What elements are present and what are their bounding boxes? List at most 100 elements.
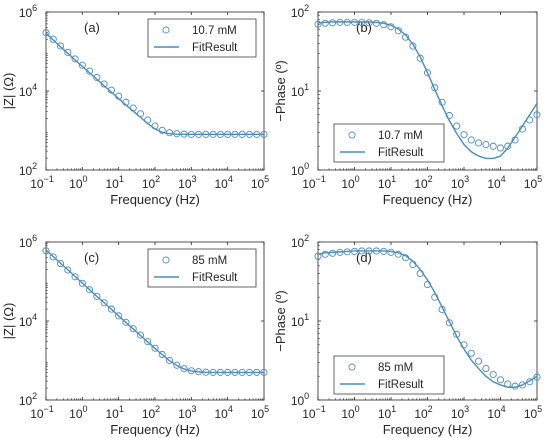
data-point <box>453 122 461 130</box>
x-tick-label: 102 <box>142 174 160 191</box>
data-point <box>122 318 130 326</box>
data-point <box>350 247 359 255</box>
x-tick-base: 10 <box>69 177 83 191</box>
data-point <box>387 248 395 256</box>
data-point <box>402 254 410 262</box>
data-point <box>93 292 101 300</box>
legend: 10.7 mM FitResult <box>333 123 445 163</box>
x-tick-base: 10 <box>69 407 83 421</box>
data-point <box>460 341 468 349</box>
data-point <box>489 142 497 150</box>
x-tick-label: 104 <box>214 174 232 191</box>
y-tick-exponent: 4 <box>32 82 37 92</box>
data-point <box>467 349 475 357</box>
data-point <box>533 373 541 381</box>
data-point <box>372 247 380 255</box>
x-axis-label: Frequency (Hz) <box>110 192 200 207</box>
panel-c: 10−1 100 101 102 103 104 105102104106Frequency… <box>1 233 269 437</box>
data-point <box>107 86 115 94</box>
data-point <box>380 247 388 255</box>
data-point <box>115 312 123 320</box>
data-point <box>115 92 123 100</box>
data-point <box>129 325 137 333</box>
y-tick-base: 10 <box>291 315 305 329</box>
y-tick-exponent: 2 <box>304 3 309 13</box>
legend-entry-data: 10.7 mM <box>192 25 237 37</box>
x-tick-label: 105 <box>251 174 269 191</box>
x-tick-label: 101 <box>105 404 123 421</box>
y-tick-exponent: 6 <box>32 3 37 13</box>
data-point <box>329 19 337 27</box>
x-tick-exponent: 4 <box>228 404 233 414</box>
data-point <box>180 130 188 138</box>
legend-entry-fit: FitResult <box>192 42 238 54</box>
x-tick-base: 10 <box>414 177 428 191</box>
x-tick-base: 10 <box>341 177 355 191</box>
y-tick-base: 10 <box>19 394 33 408</box>
data-point <box>387 23 395 31</box>
panel-a: 10−1 100 101 102 103 104 105102104106Frequency… <box>1 3 269 207</box>
x-tick-base: 10 <box>378 407 392 421</box>
y-tick-base: 10 <box>291 85 305 99</box>
data-point <box>209 368 217 376</box>
x-tick-label: 105 <box>524 404 542 421</box>
data-point <box>453 330 461 338</box>
data-point <box>100 80 108 88</box>
x-tick-base: 10 <box>451 177 465 191</box>
x-tick-base: 10 <box>214 177 228 191</box>
data-point <box>216 130 224 138</box>
x-tick-exponent: 4 <box>501 404 506 414</box>
x-tick-exponent: −1 <box>44 174 54 184</box>
data-point <box>496 376 505 384</box>
data-point <box>358 247 366 255</box>
data-point <box>151 122 159 130</box>
x-tick-exponent: 3 <box>192 174 197 184</box>
legend-box <box>333 123 445 163</box>
data-point <box>504 380 512 388</box>
data-point <box>253 130 261 138</box>
data-point <box>107 305 115 313</box>
data-point <box>245 130 254 138</box>
x-tick-label: 102 <box>414 174 432 191</box>
y-tick-base: 10 <box>291 6 305 20</box>
y-tick-base: 10 <box>19 315 33 329</box>
y-tick-base: 10 <box>19 85 33 99</box>
y-tick-label: 102 <box>291 233 309 250</box>
data-point <box>238 368 246 376</box>
legend-entry-data: 85 mM <box>378 362 413 374</box>
data-point <box>467 136 475 144</box>
data-point <box>475 357 483 365</box>
x-tick-exponent: 5 <box>264 174 269 184</box>
y-tick-exponent: 4 <box>32 312 37 322</box>
x-tick-base: 10 <box>487 177 501 191</box>
x-tick-exponent: 3 <box>192 404 197 414</box>
data-point <box>416 269 424 277</box>
data-point <box>431 84 439 92</box>
x-tick-label: 104 <box>214 404 232 421</box>
data-point <box>209 130 217 138</box>
x-tick-label: 10−1 <box>302 174 326 191</box>
x-tick-base: 10 <box>214 407 228 421</box>
data-point <box>86 67 94 75</box>
legend: 85 mM FitResult <box>147 248 257 288</box>
data-point <box>460 131 468 139</box>
data-point <box>224 368 232 376</box>
x-tick-label: 100 <box>69 404 87 421</box>
data-point <box>533 111 541 119</box>
y-tick-label: 100 <box>291 391 309 408</box>
x-tick-label: 10−1 <box>302 404 326 421</box>
fit-line <box>317 250 538 388</box>
legend-entry-fit: FitResult <box>378 147 424 159</box>
x-tick-base: 10 <box>302 407 316 421</box>
panel-label: (b) <box>356 20 372 35</box>
y-tick-label: 102 <box>19 391 37 408</box>
x-tick-base: 10 <box>251 407 265 421</box>
data-point <box>372 19 380 27</box>
data-point <box>56 42 65 50</box>
data-point <box>144 338 152 346</box>
x-tick-label: 101 <box>378 404 396 421</box>
x-tick-exponent: 2 <box>155 404 160 414</box>
x-tick-exponent: 5 <box>264 404 269 414</box>
x-tick-exponent: 1 <box>119 404 124 414</box>
data-point <box>86 286 94 294</box>
